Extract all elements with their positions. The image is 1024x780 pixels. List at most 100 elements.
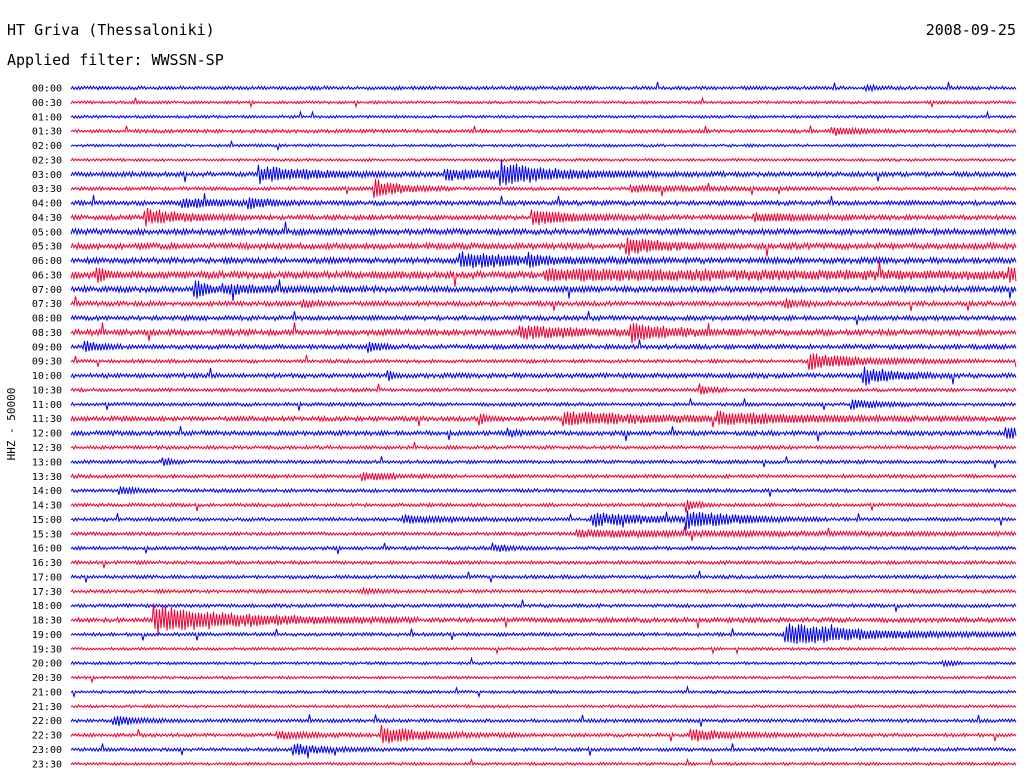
row-time-label: 20:00 (32, 659, 62, 670)
trace-row (70, 251, 1017, 269)
row-time-label: 22:30 (32, 731, 62, 742)
trace-row (70, 757, 1017, 767)
trace-row (70, 383, 1017, 395)
trace-row (70, 96, 1017, 109)
row-time-label: 04:30 (32, 213, 62, 224)
row-time-label: 06:00 (32, 256, 62, 267)
trace-row (70, 456, 1017, 469)
row-time-label: 06:30 (32, 270, 62, 281)
row-time-label: 22:00 (32, 716, 62, 727)
trace-row (70, 366, 1017, 386)
row-time-label: 02:00 (32, 141, 62, 152)
trace-row (70, 426, 1017, 442)
trace-row (70, 81, 1017, 93)
trace-row (70, 157, 1017, 163)
trace-row (70, 656, 1017, 668)
trace-row (70, 510, 1017, 531)
station-title: HT Griva (Thessaloniki) (7, 21, 215, 39)
date-label: 2008-09-25 (925, 21, 1016, 39)
trace-row (70, 279, 1017, 302)
filter-label: Applied filter: WWSSN-SP (7, 51, 224, 69)
row-time-label: 09:30 (32, 357, 62, 368)
row-time-label: 07:00 (32, 285, 62, 296)
trace-row (70, 685, 1017, 699)
row-time-label: 14:00 (32, 486, 62, 497)
traces (70, 81, 1017, 767)
row-time-label: 00:00 (32, 84, 62, 95)
row-time-label: 08:30 (32, 328, 62, 339)
row-time-label: 05:00 (32, 227, 62, 238)
row-time-label: 10:30 (32, 385, 62, 396)
row-time-label: 18:00 (32, 601, 62, 612)
trace-row (70, 398, 1017, 411)
row-time-label: 18:30 (32, 616, 62, 627)
trace-row (70, 260, 1017, 287)
row-time-label: 12:30 (32, 443, 62, 454)
row-time-label: 16:00 (32, 544, 62, 555)
trace-row (70, 586, 1017, 596)
trace-row (70, 526, 1017, 542)
trace-row (70, 110, 1017, 120)
row-time-label: 01:00 (32, 112, 62, 123)
trace-row (70, 703, 1017, 709)
row-time-label: 11:00 (32, 400, 62, 411)
trace-row (70, 178, 1017, 198)
row-time-label: 17:30 (32, 587, 62, 598)
trace-row (70, 353, 1017, 371)
row-time-label: 05:30 (32, 242, 62, 253)
trace-row (70, 441, 1017, 451)
trace-row (70, 559, 1017, 569)
trace-row (70, 471, 1017, 482)
row-time-label: 20:30 (32, 673, 62, 684)
trace-row (70, 599, 1017, 612)
trace-row (70, 410, 1017, 428)
trace-row (70, 542, 1017, 555)
row-time-label: 19:30 (32, 644, 62, 655)
trace-row (70, 159, 1017, 186)
trace-row (70, 125, 1017, 136)
row-time-label: 23:00 (32, 745, 62, 756)
time-labels: 00:00 00:30 01:00 01:30 02:00 02:30 03:00 03:30… (32, 84, 62, 771)
trace-row (70, 714, 1017, 727)
row-time-label: 13:00 (32, 457, 62, 468)
row-time-label: 17:00 (32, 572, 62, 583)
trace-row (70, 311, 1017, 325)
trace-row (70, 339, 1017, 353)
row-time-label: 08:00 (32, 314, 62, 325)
row-time-label: 12:00 (32, 429, 62, 440)
row-time-label: 21:00 (32, 687, 62, 698)
row-time-label: 01:30 (32, 127, 62, 138)
row-time-label: 03:00 (32, 170, 62, 181)
row-time-label: 03:30 (32, 184, 62, 195)
trace-row (70, 322, 1017, 344)
trace-row (70, 221, 1017, 237)
row-time-label: 07:30 (32, 299, 62, 310)
row-time-label: 04:00 (32, 199, 62, 210)
row-time-label: 15:00 (32, 515, 62, 526)
trace-row (70, 485, 1017, 497)
row-time-label: 13:30 (32, 472, 62, 483)
trace-row (70, 743, 1017, 759)
trace-row (70, 193, 1017, 210)
row-time-label: 15:30 (32, 529, 62, 540)
row-time-label: 16:30 (32, 558, 62, 569)
row-time-label: 02:30 (32, 155, 62, 166)
row-time-label: 11:30 (32, 414, 62, 425)
row-time-label: 14:30 (32, 501, 62, 512)
trace-row (70, 604, 1017, 635)
trace-row (70, 646, 1017, 656)
row-time-label: 00:30 (32, 98, 62, 109)
trace-row (70, 570, 1017, 583)
row-time-label: 21:30 (32, 702, 62, 713)
trace-row (70, 724, 1017, 744)
trace-row (70, 623, 1017, 644)
trace-row (70, 237, 1017, 257)
row-time-label: 19:00 (32, 630, 62, 641)
row-time-label: 23:30 (32, 759, 62, 770)
row-time-label: 09:00 (32, 342, 62, 353)
trace-row (70, 208, 1017, 227)
trace-row (70, 499, 1017, 513)
trace-row (70, 139, 1017, 152)
trace-row (70, 296, 1017, 312)
